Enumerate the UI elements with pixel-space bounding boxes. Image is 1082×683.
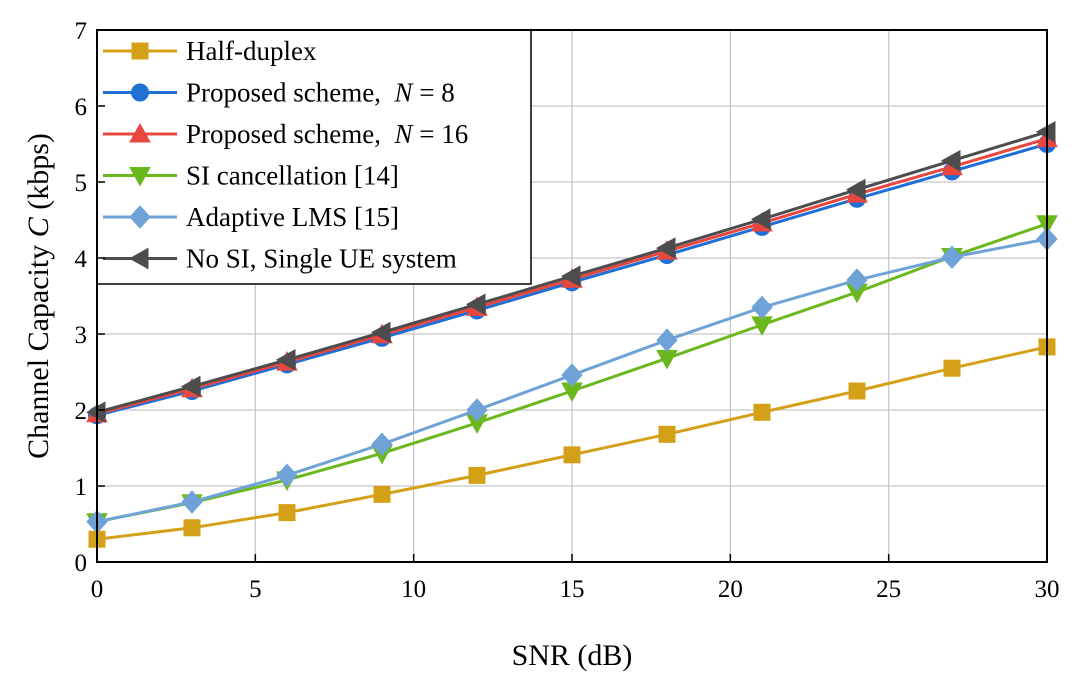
data-point-half-duplex: [183, 519, 201, 537]
data-point-half-duplex: [943, 359, 961, 377]
x-tick-label: 30: [1035, 576, 1060, 603]
legend-box: [96, 29, 532, 285]
data-point-half-duplex: [753, 403, 771, 421]
legend-label-part: N: [393, 119, 414, 149]
x-axis-label: SNR (dB): [512, 639, 633, 672]
data-point-half-duplex: [373, 485, 391, 503]
legend-entry-half-duplex: Half-duplex: [103, 36, 317, 66]
y-axis-label-part: Channel Capacity: [22, 237, 55, 459]
data-point-no-si: [180, 375, 201, 398]
data-point-half-duplex: [278, 504, 296, 522]
y-axis-label: Channel Capacity C (kbps): [22, 133, 55, 459]
legend-entry-proposed-n16: Proposed scheme, N = 16: [103, 119, 468, 149]
legend-entry-si-cancellation: SI cancellation [14]: [103, 161, 399, 191]
legend-label: Half-duplex: [186, 36, 317, 66]
y-tick-label: 6: [75, 94, 88, 121]
data-point-no-si: [465, 293, 486, 316]
data-point-no-si: [560, 265, 581, 288]
x-tick-label: 10: [401, 576, 426, 603]
legend-label: SI cancellation [14]: [186, 161, 399, 191]
legend-label-part: = 8: [412, 78, 454, 108]
legend-label-part: Proposed scheme,: [186, 119, 394, 149]
legend-label: Proposed scheme, N = 16: [186, 119, 468, 149]
legend-marker-proposed-n8: [131, 83, 149, 102]
legend-label-part: Adaptive LMS [15]: [186, 202, 399, 232]
y-tick-label: 4: [75, 246, 88, 273]
series-no-si: [85, 120, 1056, 424]
series-half-duplex: [88, 338, 1056, 548]
legend-label: Adaptive LMS [15]: [186, 202, 399, 232]
data-point-no-si: [845, 178, 866, 201]
data-point-no-si: [275, 348, 296, 371]
legend-label-part: SI cancellation [14]: [186, 161, 399, 191]
axis-ticks: 0 5 10 15 20 25 30 0 1 2 3 4 5 6 7: [75, 18, 1060, 603]
y-tick-label: 0: [75, 550, 88, 577]
x-tick-label: 25: [876, 576, 901, 603]
data-point-adaptive-lms: [751, 295, 773, 320]
data-point-adaptive-lms: [276, 463, 298, 488]
y-tick-label: 7: [75, 18, 88, 45]
legend-marker-adaptive-lms: [129, 205, 151, 229]
data-point-adaptive-lms: [656, 328, 678, 352]
legend-marker-half-duplex: [131, 42, 149, 60]
data-point-adaptive-lms: [371, 432, 393, 456]
y-tick-label: 3: [75, 322, 88, 349]
legend-entry-adaptive-lms: Adaptive LMS [15]: [103, 202, 399, 232]
legend-label-part: = 16: [412, 119, 468, 149]
legend-label-part: No SI, Single UE system: [186, 244, 457, 274]
x-tick-label: 0: [91, 576, 104, 603]
y-axis-label-part: C: [22, 216, 55, 237]
legend-label-part: N: [393, 78, 414, 108]
legend-entry-proposed-n8: Proposed scheme, N = 8: [103, 78, 455, 108]
data-point-half-duplex: [848, 382, 866, 400]
legend-label: Proposed scheme, N = 8: [186, 78, 455, 108]
legend-entry-no-si: No SI, Single UE system: [103, 244, 457, 274]
legend-marker-proposed-n16: [129, 122, 151, 143]
y-tick-label: 5: [75, 170, 88, 197]
y-tick-label: 2: [75, 398, 88, 425]
series-adaptive-lms: [86, 227, 1058, 534]
y-tick-label: 1: [75, 474, 88, 501]
data-point-no-si: [940, 149, 961, 172]
x-tick-label: 5: [249, 576, 262, 603]
data-point-half-duplex: [468, 466, 486, 484]
legend-marker-si-cancellation: [129, 167, 151, 187]
x-tick-label: 15: [560, 576, 585, 603]
data-point-adaptive-lms: [846, 268, 868, 292]
legend-label-part: Proposed scheme,: [186, 78, 394, 108]
data-point-no-si: [750, 208, 771, 231]
x-tick-label: 20: [718, 576, 743, 603]
data-point-half-duplex: [658, 425, 676, 443]
data-point-half-duplex: [563, 446, 581, 464]
data-point-adaptive-lms: [466, 398, 488, 422]
data-point-adaptive-lms: [561, 363, 583, 387]
data-point-adaptive-lms: [941, 245, 963, 269]
data-point-no-si: [370, 321, 391, 344]
data-point-adaptive-lms: [181, 490, 203, 514]
legend-label-part: Half-duplex: [186, 36, 317, 66]
legend-label: No SI, Single UE system: [186, 244, 457, 274]
legend-marker-no-si: [128, 247, 149, 270]
y-axis-label-part: (kbps): [22, 133, 55, 217]
data-point-no-si: [655, 237, 676, 259]
